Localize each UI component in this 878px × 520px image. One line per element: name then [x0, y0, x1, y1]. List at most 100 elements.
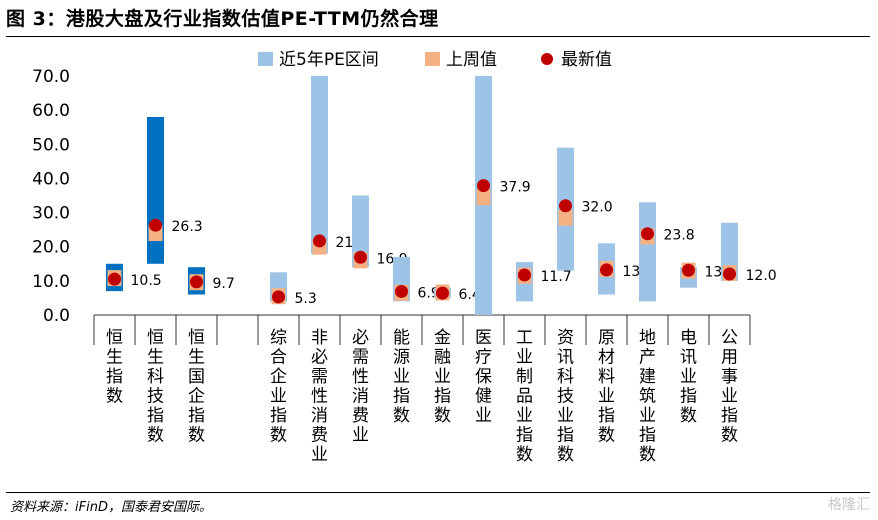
- category-label-char: 合: [270, 348, 287, 368]
- y-tick-label: 60.0: [32, 101, 70, 121]
- y-tick-label: 20.0: [32, 238, 70, 258]
- category-label-char: 消: [352, 387, 369, 407]
- category-label-char: 保: [475, 367, 492, 387]
- pe-range-bar: [147, 116, 164, 264]
- source-note: 资料来源：iFinD，国泰君安国际。: [10, 500, 212, 515]
- legend-label: 最新值: [561, 50, 612, 70]
- category-label-char: 业: [270, 387, 287, 407]
- category-label-char: 技: [557, 387, 574, 407]
- category-label-char: 科: [147, 367, 164, 387]
- category-label-char: 料: [598, 367, 615, 387]
- category-label-char: 业: [352, 426, 369, 446]
- legend-swatch: [425, 52, 440, 66]
- category-label-char: 原: [598, 328, 615, 348]
- category-label-char: 讯: [680, 348, 697, 368]
- category-label-char: 融: [434, 348, 451, 368]
- category-label-char: 筑: [639, 387, 656, 407]
- latest-point: [600, 263, 613, 277]
- latest-value-label: 11.7: [541, 269, 572, 285]
- category-label-char: 数: [188, 426, 205, 446]
- pe-range-bar: [311, 76, 328, 254]
- category-label-char: 材: [598, 348, 615, 368]
- category-label-char: 生: [106, 348, 123, 368]
- category-label-char: 产: [639, 348, 656, 368]
- category-label-char: 公: [721, 328, 738, 348]
- category-label-char: 生: [188, 348, 205, 368]
- category-label-char: 数: [557, 445, 574, 465]
- category-label-char: 指: [557, 426, 574, 446]
- source-divider: [6, 492, 870, 493]
- category-label-char: 健: [475, 387, 492, 407]
- latest-point: [682, 263, 695, 277]
- category-label-char: 业: [721, 387, 738, 407]
- latest-point: [477, 179, 490, 193]
- category-label-char: 指: [270, 406, 287, 426]
- category-label-char: 生: [147, 348, 164, 368]
- category-label-char: 业: [311, 445, 328, 465]
- latest-value-label: 37.9: [500, 180, 531, 196]
- category-label-char: 指: [188, 406, 205, 426]
- last-week-marker: [476, 189, 491, 206]
- category-label-char: 必: [352, 328, 369, 348]
- category-label-char: 需: [311, 367, 328, 387]
- latest-point: [436, 286, 449, 300]
- category-label-char: 数: [147, 426, 164, 446]
- category-label-char: 业: [516, 406, 533, 426]
- category-label-char: 指: [598, 406, 615, 426]
- category-label-char: 业: [516, 348, 533, 368]
- category-label-char: 指: [434, 387, 451, 407]
- category-label-char: 工: [516, 328, 533, 348]
- category-label-char: 业: [680, 367, 697, 387]
- category-label-char: 企: [270, 367, 287, 387]
- category-label-char: 需: [352, 348, 369, 368]
- category-label-char: 讯: [557, 348, 574, 368]
- category-label-char: 必: [311, 348, 328, 368]
- category-label-char: 疗: [475, 348, 492, 368]
- category-label-char: 用: [721, 348, 738, 368]
- y-tick-label: 70.0: [32, 67, 70, 87]
- latest-point: [518, 268, 531, 282]
- category-label-char: 地: [639, 328, 656, 348]
- latest-point: [354, 250, 367, 264]
- latest-point: [149, 218, 162, 232]
- category-label-char: 指: [393, 387, 410, 407]
- category-label-char: 业: [475, 406, 492, 426]
- category-label-char: 业: [393, 367, 410, 387]
- latest-value-label: 12.0: [746, 268, 777, 284]
- legend-swatch: [258, 52, 273, 66]
- category-label-char: 源: [393, 348, 410, 368]
- category-label-char: 费: [352, 406, 369, 426]
- category-label-char: 电: [680, 328, 697, 348]
- latest-point: [108, 272, 121, 286]
- category-label-char: 指: [639, 426, 656, 446]
- watermark-logo: 格隆汇: [828, 497, 870, 513]
- pe-range-bar: [352, 195, 369, 268]
- latest-value-label: 5.3: [295, 291, 317, 307]
- latest-point: [723, 267, 736, 281]
- latest-point: [272, 290, 285, 304]
- latest-value-label: 9.7: [213, 276, 235, 292]
- category-label-char: 国: [188, 367, 205, 387]
- category-label-char: 指: [516, 426, 533, 446]
- latest-value-label: 10.5: [131, 273, 162, 289]
- category-label-char: 资: [557, 328, 574, 348]
- category-label-char: 能: [393, 328, 410, 348]
- category-label-char: 数: [598, 426, 615, 446]
- latest-point: [395, 284, 408, 298]
- category-label-char: 数: [434, 406, 451, 426]
- latest-value-label: 26.3: [172, 219, 203, 235]
- category-label-char: 恒: [106, 328, 123, 348]
- y-tick-label: 50.0: [32, 135, 70, 155]
- latest-point: [190, 275, 203, 289]
- pe-range-bar: [639, 202, 656, 302]
- category-label-char: 业: [434, 367, 451, 387]
- category-label-char: 数: [393, 406, 410, 426]
- category-label-char: 医: [475, 328, 492, 348]
- category-label-char: 恒: [147, 328, 164, 348]
- last-week-marker: [558, 209, 573, 226]
- category-label-char: 企: [188, 387, 205, 407]
- y-tick-label: 40.0: [32, 169, 70, 189]
- category-label-char: 数: [639, 445, 656, 465]
- title-divider: [6, 36, 870, 37]
- category-label-char: 性: [311, 387, 328, 407]
